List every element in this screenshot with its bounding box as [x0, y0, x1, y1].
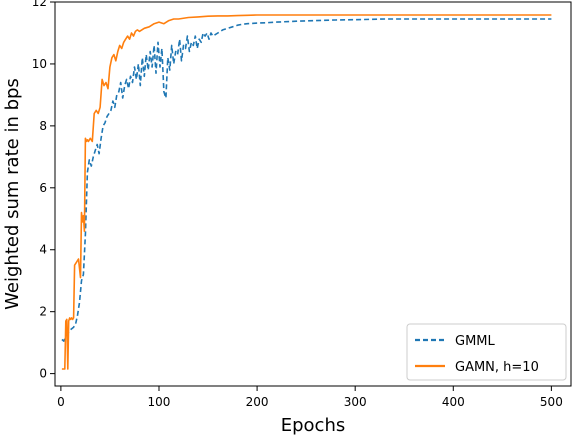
- y-axis-title: Weighted sum rate in bps: [2, 78, 23, 310]
- x-tick-label: 200: [246, 395, 269, 409]
- series-line-gamn: [61, 14, 552, 370]
- y-tick-label: 4: [39, 243, 47, 257]
- x-tick-label: 0: [57, 395, 65, 409]
- legend-label-gmml: GMML: [455, 334, 496, 349]
- ticks-layer: 0 100 200 300 400 500 0 2 4 6 8 10 12: [32, 0, 563, 409]
- x-tick-label: 300: [344, 395, 367, 409]
- y-tick-label: 12: [32, 0, 47, 9]
- x-axis-title: Epochs: [281, 415, 346, 436]
- x-tick-label: 500: [540, 395, 563, 409]
- y-tick-label: 6: [39, 181, 47, 195]
- series-line-gmml: [61, 18, 552, 342]
- axes-layer: [54, 1, 572, 387]
- axes-frame: [54, 1, 572, 387]
- y-tick-label: 8: [39, 119, 47, 133]
- x-tick-label: 100: [148, 395, 171, 409]
- legend-box: [406, 323, 567, 381]
- x-tick-label: 400: [442, 395, 465, 409]
- y-tick-label: 0: [39, 367, 47, 381]
- legend-label-gamn: GAMN, h=10: [455, 360, 539, 375]
- y-tick-label: 2: [39, 305, 47, 319]
- series-layer: [61, 14, 552, 370]
- y-tick-label: 10: [32, 57, 47, 71]
- legend: GMML GAMN, h=10: [406, 323, 567, 381]
